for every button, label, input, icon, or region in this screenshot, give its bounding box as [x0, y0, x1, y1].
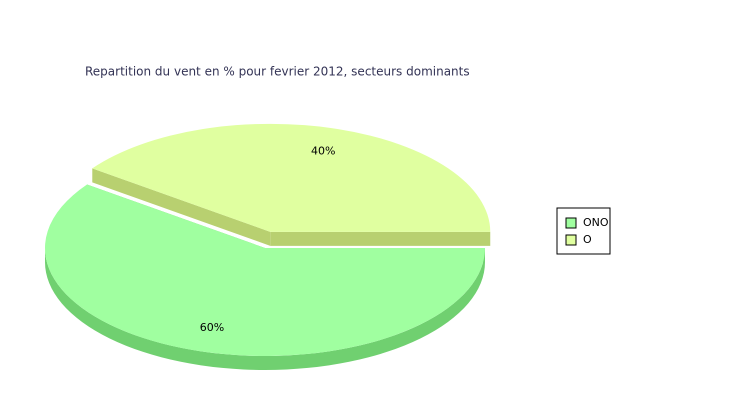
legend-label: O: [583, 233, 592, 246]
data-label: 40%: [311, 145, 335, 158]
slice: [92, 123, 491, 232]
legend-swatch: [565, 217, 577, 229]
chart-title: Repartition du vent en % pour fevrier 20…: [85, 65, 470, 79]
slice: [44, 184, 486, 356]
slice-side: [270, 231, 491, 246]
data-label: 60%: [200, 321, 224, 334]
legend-swatch: [565, 234, 577, 246]
legend-label: ONO: [583, 216, 609, 229]
slice-side: [92, 168, 271, 246]
legend-box: [556, 207, 611, 255]
